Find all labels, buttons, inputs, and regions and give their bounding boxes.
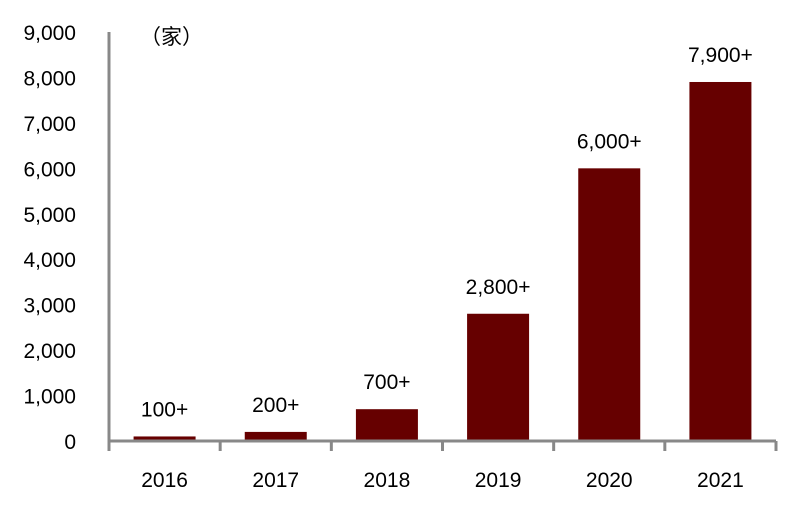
data-label: 100+ (141, 398, 188, 421)
data-label: 200+ (252, 394, 299, 417)
bar-2018 (355, 409, 418, 441)
data-label: 700+ (363, 371, 410, 394)
y-tick-label: 1,000 (23, 386, 76, 409)
bar-2020 (578, 168, 641, 442)
x-tick-label: 2017 (252, 469, 299, 492)
y-tick-label: 4,000 (23, 249, 76, 272)
bar-2016 (133, 436, 196, 441)
x-tick-label: 2018 (364, 469, 411, 492)
data-label: 6,000+ (577, 130, 642, 153)
y-tick-label: 2,000 (23, 340, 76, 363)
bar-2021 (689, 81, 752, 441)
x-tick-label: 2016 (141, 469, 188, 492)
y-tick-label: 5,000 (23, 204, 76, 227)
bar-2017 (244, 431, 307, 441)
unit-label: （家） (140, 26, 203, 49)
x-tick-label: 2019 (475, 469, 522, 492)
x-tick-label: 2021 (697, 469, 744, 492)
y-tick-label: 8,000 (23, 67, 76, 90)
y-tick-label: 3,000 (23, 295, 76, 318)
data-label: 2,800+ (466, 276, 531, 299)
y-tick-label: 0 (64, 431, 76, 454)
x-tick-label: 2020 (586, 469, 633, 492)
y-tick-label: 7,000 (23, 113, 76, 136)
data-label: 7,900+ (688, 44, 753, 67)
y-tick-label: 6,000 (23, 158, 76, 181)
y-tick-label: 9,000 (23, 22, 76, 45)
bar-2019 (467, 313, 530, 441)
